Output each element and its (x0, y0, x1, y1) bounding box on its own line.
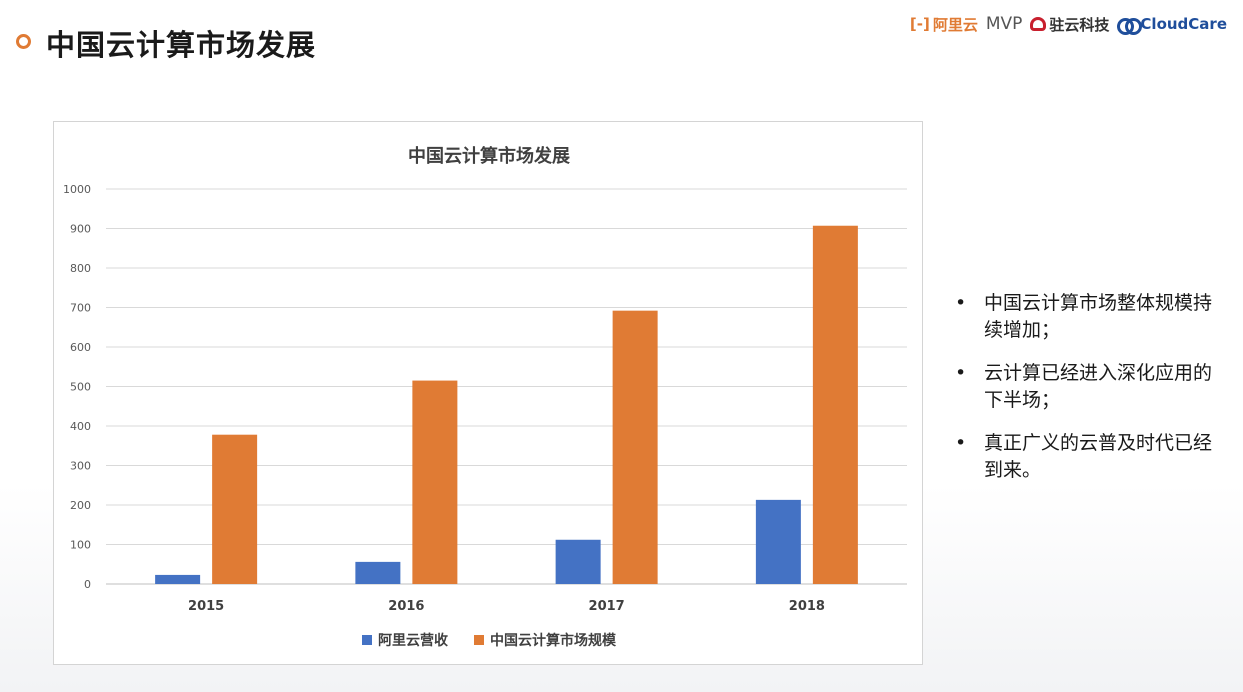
y-tick-label: 700 (70, 302, 91, 315)
aliyun-logo: [-] 阿里云 (910, 14, 978, 35)
y-tick-label: 300 (70, 460, 91, 473)
bar-aliyun-revenue (355, 561, 401, 584)
bullet-text: 中国云计算市场整体规模持续增加； (984, 292, 1213, 341)
y-tick-label: 0 (84, 578, 91, 591)
page-title: 中国云计算市场发展 (46, 28, 317, 62)
bullet-item: • 云计算已经进入深化应用的下半场； (950, 360, 1220, 414)
legend-label: 阿里云营收 (378, 633, 448, 649)
y-tick-label: 800 (70, 262, 91, 275)
y-tick-label: 600 (70, 341, 91, 354)
x-tick-label: 2015 (188, 599, 224, 614)
legend-item-aliyun: 阿里云营收 (362, 630, 448, 650)
cloudcare-logo-icon (1117, 17, 1143, 35)
y-tick-label: 900 (70, 223, 91, 236)
legend-swatch (362, 635, 372, 645)
bar-market-size (412, 380, 458, 584)
legend-label: 中国云计算市场规模 (490, 633, 616, 649)
bar-market-size (812, 225, 858, 585)
y-tick-label: 200 (70, 499, 91, 512)
bullet-dot-icon: • (955, 432, 967, 454)
chart-title: 中国云计算市场发展 (408, 146, 570, 167)
bar-aliyun-revenue (755, 499, 801, 584)
bullet-text: 云计算已经进入深化应用的下半场； (984, 362, 1213, 411)
bar-aliyun-revenue (155, 574, 201, 584)
cloudcare-logo-text: CloudCare (1140, 15, 1227, 33)
bullet-list: • 中国云计算市场整体规模持续增加； • 云计算已经进入深化应用的下半场； • … (950, 290, 1220, 500)
mvp-logo-text: MVP (985, 14, 1023, 34)
y-tick-label: 100 (70, 539, 91, 552)
y-tick-label: 1000 (63, 183, 91, 196)
bar-market-size (612, 310, 658, 584)
legend-swatch (474, 635, 484, 645)
bar-chart: 0 100 200 300 400 500 600 700 800 900 1000 2015 2016… (63, 183, 907, 614)
y-tick-label: 500 (70, 381, 91, 394)
x-tick-label: 2018 (789, 599, 825, 614)
aliyun-logo-text: 阿里云 (932, 15, 978, 34)
chart-legend: 阿里云营收 中国云计算市场规模 (54, 630, 924, 650)
bullet-dot-icon: • (955, 362, 967, 384)
y-tick-label: 400 (70, 420, 91, 433)
x-tick-label: 2017 (589, 599, 625, 614)
x-tick-label: 2016 (388, 599, 424, 614)
bar-market-size (212, 434, 258, 584)
zhuyun-logo-icon (1030, 17, 1047, 31)
title-bullet-icon (16, 34, 31, 49)
logo-bar: [-] 阿里云 MVP 驻云科技 CloudCare (910, 12, 1227, 36)
cloudcare-logo: CloudCare (1117, 15, 1227, 35)
zhuyun-logo: 驻云科技 (1030, 14, 1109, 35)
bullet-item: • 中国云计算市场整体规模持续增加； (950, 290, 1220, 344)
bullet-item: • 真正广义的云普及时代已经到来。 (950, 430, 1220, 484)
legend-item-market: 中国云计算市场规模 (474, 630, 616, 650)
bullet-text: 真正广义的云普及时代已经到来。 (984, 432, 1213, 481)
zhuyun-logo-text: 驻云科技 (1049, 15, 1110, 34)
chart-container: 0 100 200 300 400 500 600 700 800 900 1000 2015 2016… (53, 121, 923, 665)
bullet-dot-icon: • (955, 292, 967, 314)
aliyun-logo-icon: [-] (909, 15, 930, 33)
bar-aliyun-revenue (555, 539, 601, 584)
